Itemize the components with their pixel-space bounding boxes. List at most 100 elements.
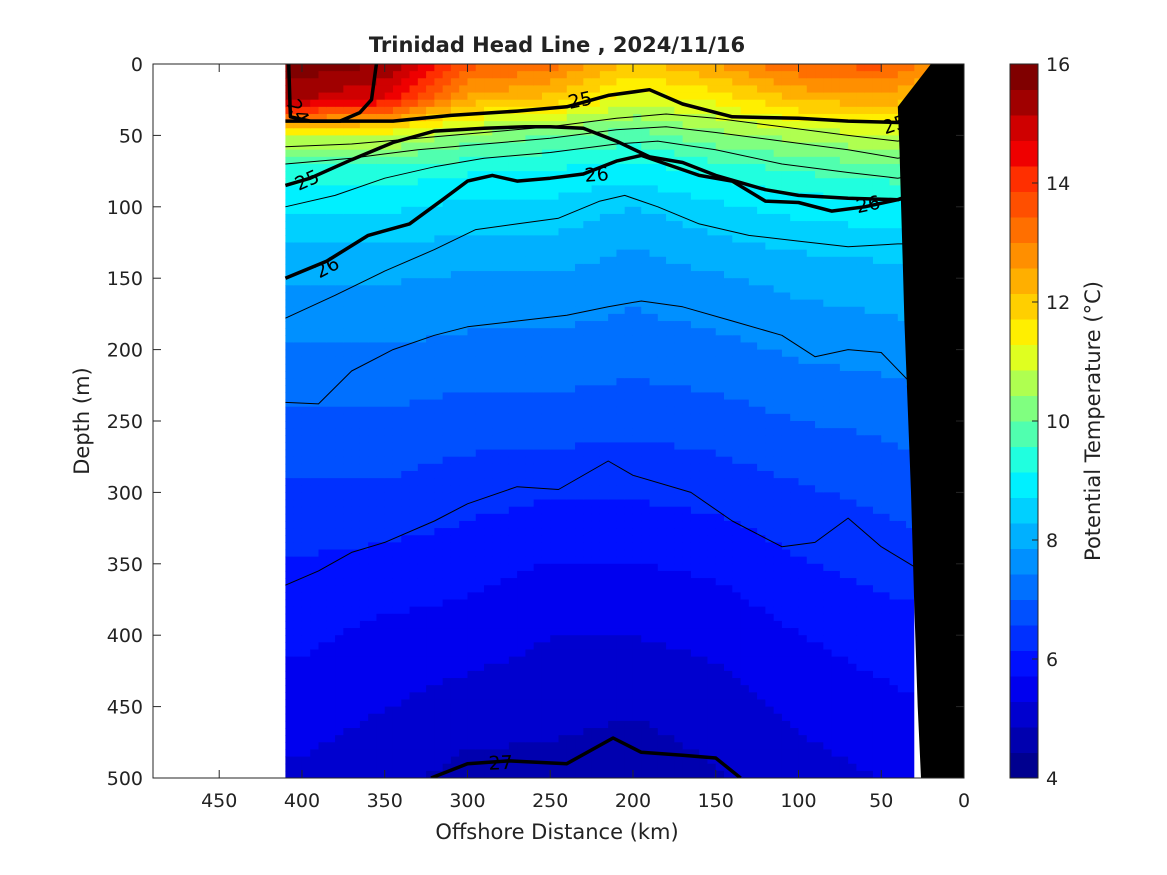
field-cell: [666, 206, 675, 215]
field-cell: [616, 306, 626, 315]
field-cell: [318, 656, 328, 665]
field-cell: [376, 342, 386, 351]
field-cell: [641, 313, 651, 322]
field-cell: [301, 485, 311, 493]
field-cell: [566, 770, 576, 778]
field-cell: [632, 313, 642, 322]
field-cell: [310, 349, 320, 358]
field-cell: [525, 85, 535, 94]
field-cell: [450, 321, 460, 329]
field-cell: [608, 99, 618, 108]
field-cell: [326, 756, 336, 765]
field-cell: [616, 449, 626, 458]
field-cell: [599, 628, 609, 636]
field-cell: [392, 399, 402, 408]
field-cell: [583, 85, 593, 94]
field-cell: [591, 599, 601, 608]
field-cell: [608, 299, 618, 308]
field-cell: [401, 113, 411, 122]
field-cell: [285, 213, 295, 222]
field-cell: [376, 292, 386, 301]
field-cell: [550, 620, 560, 629]
field-cell: [401, 449, 411, 458]
field-cell: [550, 670, 560, 679]
field-cell: [459, 263, 469, 272]
field-cell: [492, 478, 502, 486]
field-cell: [351, 592, 361, 601]
field-cell: [533, 628, 543, 636]
field-cell: [475, 313, 485, 322]
field-cell: [599, 206, 609, 215]
field-cell: [450, 649, 460, 658]
field-cell: [467, 613, 477, 622]
field-cell: [690, 649, 700, 658]
field-cell: [541, 199, 551, 208]
field-cell: [335, 720, 344, 729]
field-cell: [475, 192, 485, 201]
field-cell: [575, 428, 584, 436]
field-cell: [682, 549, 692, 558]
field-cell: [550, 385, 560, 394]
field-cell: [500, 606, 510, 615]
field-cell: [525, 128, 535, 136]
field-cell: [392, 549, 402, 558]
field-cell: [591, 585, 601, 593]
field-cell: [434, 599, 444, 608]
field-cell: [459, 149, 469, 158]
field-cell: [409, 556, 419, 565]
field-cell: [484, 142, 493, 151]
field-cell: [525, 428, 535, 436]
field-cell: [583, 249, 593, 258]
field-cell: [558, 128, 568, 136]
field-cell: [492, 735, 502, 743]
field-cell: [392, 542, 402, 551]
field-cell: [442, 499, 452, 508]
field-cell: [475, 513, 485, 522]
field-cell: [409, 371, 419, 379]
field-cell: [550, 235, 560, 244]
field-cell: [690, 613, 700, 622]
field-cell: [533, 171, 543, 179]
field-cell: [591, 406, 601, 415]
field-cell: [484, 192, 493, 201]
field-cell: [318, 506, 328, 515]
field-cell: [450, 613, 460, 622]
field-cell: [500, 392, 510, 401]
field-cell: [641, 642, 651, 651]
field-cell: [666, 513, 675, 522]
field-cell: [682, 535, 692, 543]
field-cell: [293, 328, 303, 336]
field-cell: [608, 278, 618, 286]
field-cell: [285, 228, 295, 236]
field-cell: [442, 685, 452, 693]
field-cell: [368, 749, 378, 758]
field-cell: [591, 306, 601, 315]
field-cell: [666, 242, 675, 251]
field-cell: [649, 642, 659, 651]
field-cell: [632, 163, 642, 172]
field-cell: [566, 392, 576, 401]
field-cell: [649, 456, 659, 465]
field-cell: [541, 106, 551, 115]
field-cell: [392, 606, 402, 615]
field-cell: [475, 135, 485, 144]
field-cell: [450, 549, 460, 558]
field-cell: [301, 549, 311, 558]
field-cell: [591, 528, 601, 536]
field-cell: [492, 306, 502, 315]
field-cell: [326, 306, 336, 315]
field-cell: [682, 121, 692, 129]
field-cell: [566, 735, 576, 743]
field-cell: [508, 628, 518, 636]
field-cell: [492, 342, 502, 351]
field-cell: [376, 656, 386, 665]
field-cell: [326, 713, 336, 722]
field-cell: [351, 306, 361, 315]
field-cell: [641, 206, 651, 215]
field-cell: [566, 713, 576, 722]
field-cell: [599, 228, 609, 236]
field-cell: [409, 85, 419, 94]
field-cell: [426, 228, 435, 236]
field-cell: [351, 449, 361, 458]
field-cell: [335, 78, 344, 87]
